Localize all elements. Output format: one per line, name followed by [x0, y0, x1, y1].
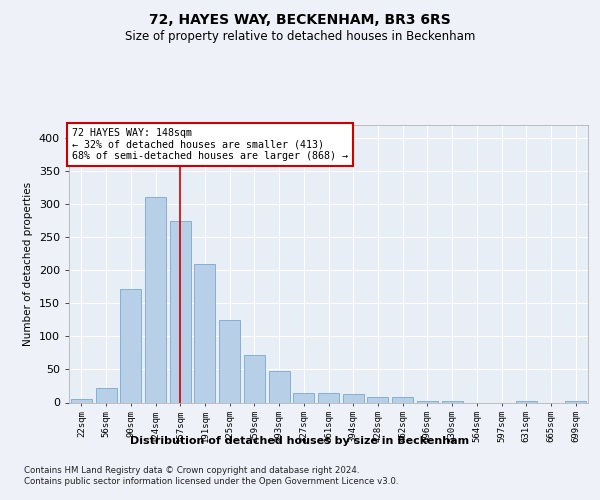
Bar — [392, 397, 413, 402]
Bar — [343, 394, 364, 402]
Bar — [417, 400, 438, 402]
Bar — [194, 264, 215, 402]
Text: Distribution of detached houses by size in Beckenham: Distribution of detached houses by size … — [130, 436, 470, 446]
Bar — [145, 197, 166, 402]
Bar — [95, 388, 116, 402]
Bar — [367, 397, 388, 402]
Text: 72, HAYES WAY, BECKENHAM, BR3 6RS: 72, HAYES WAY, BECKENHAM, BR3 6RS — [149, 12, 451, 26]
Y-axis label: Number of detached properties: Number of detached properties — [23, 182, 33, 346]
Bar — [269, 372, 290, 402]
Bar — [120, 289, 141, 403]
Bar — [442, 401, 463, 402]
Bar — [219, 320, 240, 402]
Bar — [565, 401, 586, 402]
Bar — [71, 399, 92, 402]
Text: Contains HM Land Registry data © Crown copyright and database right 2024.: Contains HM Land Registry data © Crown c… — [24, 466, 359, 475]
Text: 72 HAYES WAY: 148sqm
← 32% of detached houses are smaller (413)
68% of semi-deta: 72 HAYES WAY: 148sqm ← 32% of detached h… — [71, 128, 347, 161]
Text: Contains public sector information licensed under the Open Government Licence v3: Contains public sector information licen… — [24, 477, 398, 486]
Bar — [516, 400, 537, 402]
Bar — [244, 355, 265, 403]
Text: Size of property relative to detached houses in Beckenham: Size of property relative to detached ho… — [125, 30, 475, 43]
Bar — [170, 221, 191, 402]
Bar — [318, 393, 339, 402]
Bar — [293, 392, 314, 402]
